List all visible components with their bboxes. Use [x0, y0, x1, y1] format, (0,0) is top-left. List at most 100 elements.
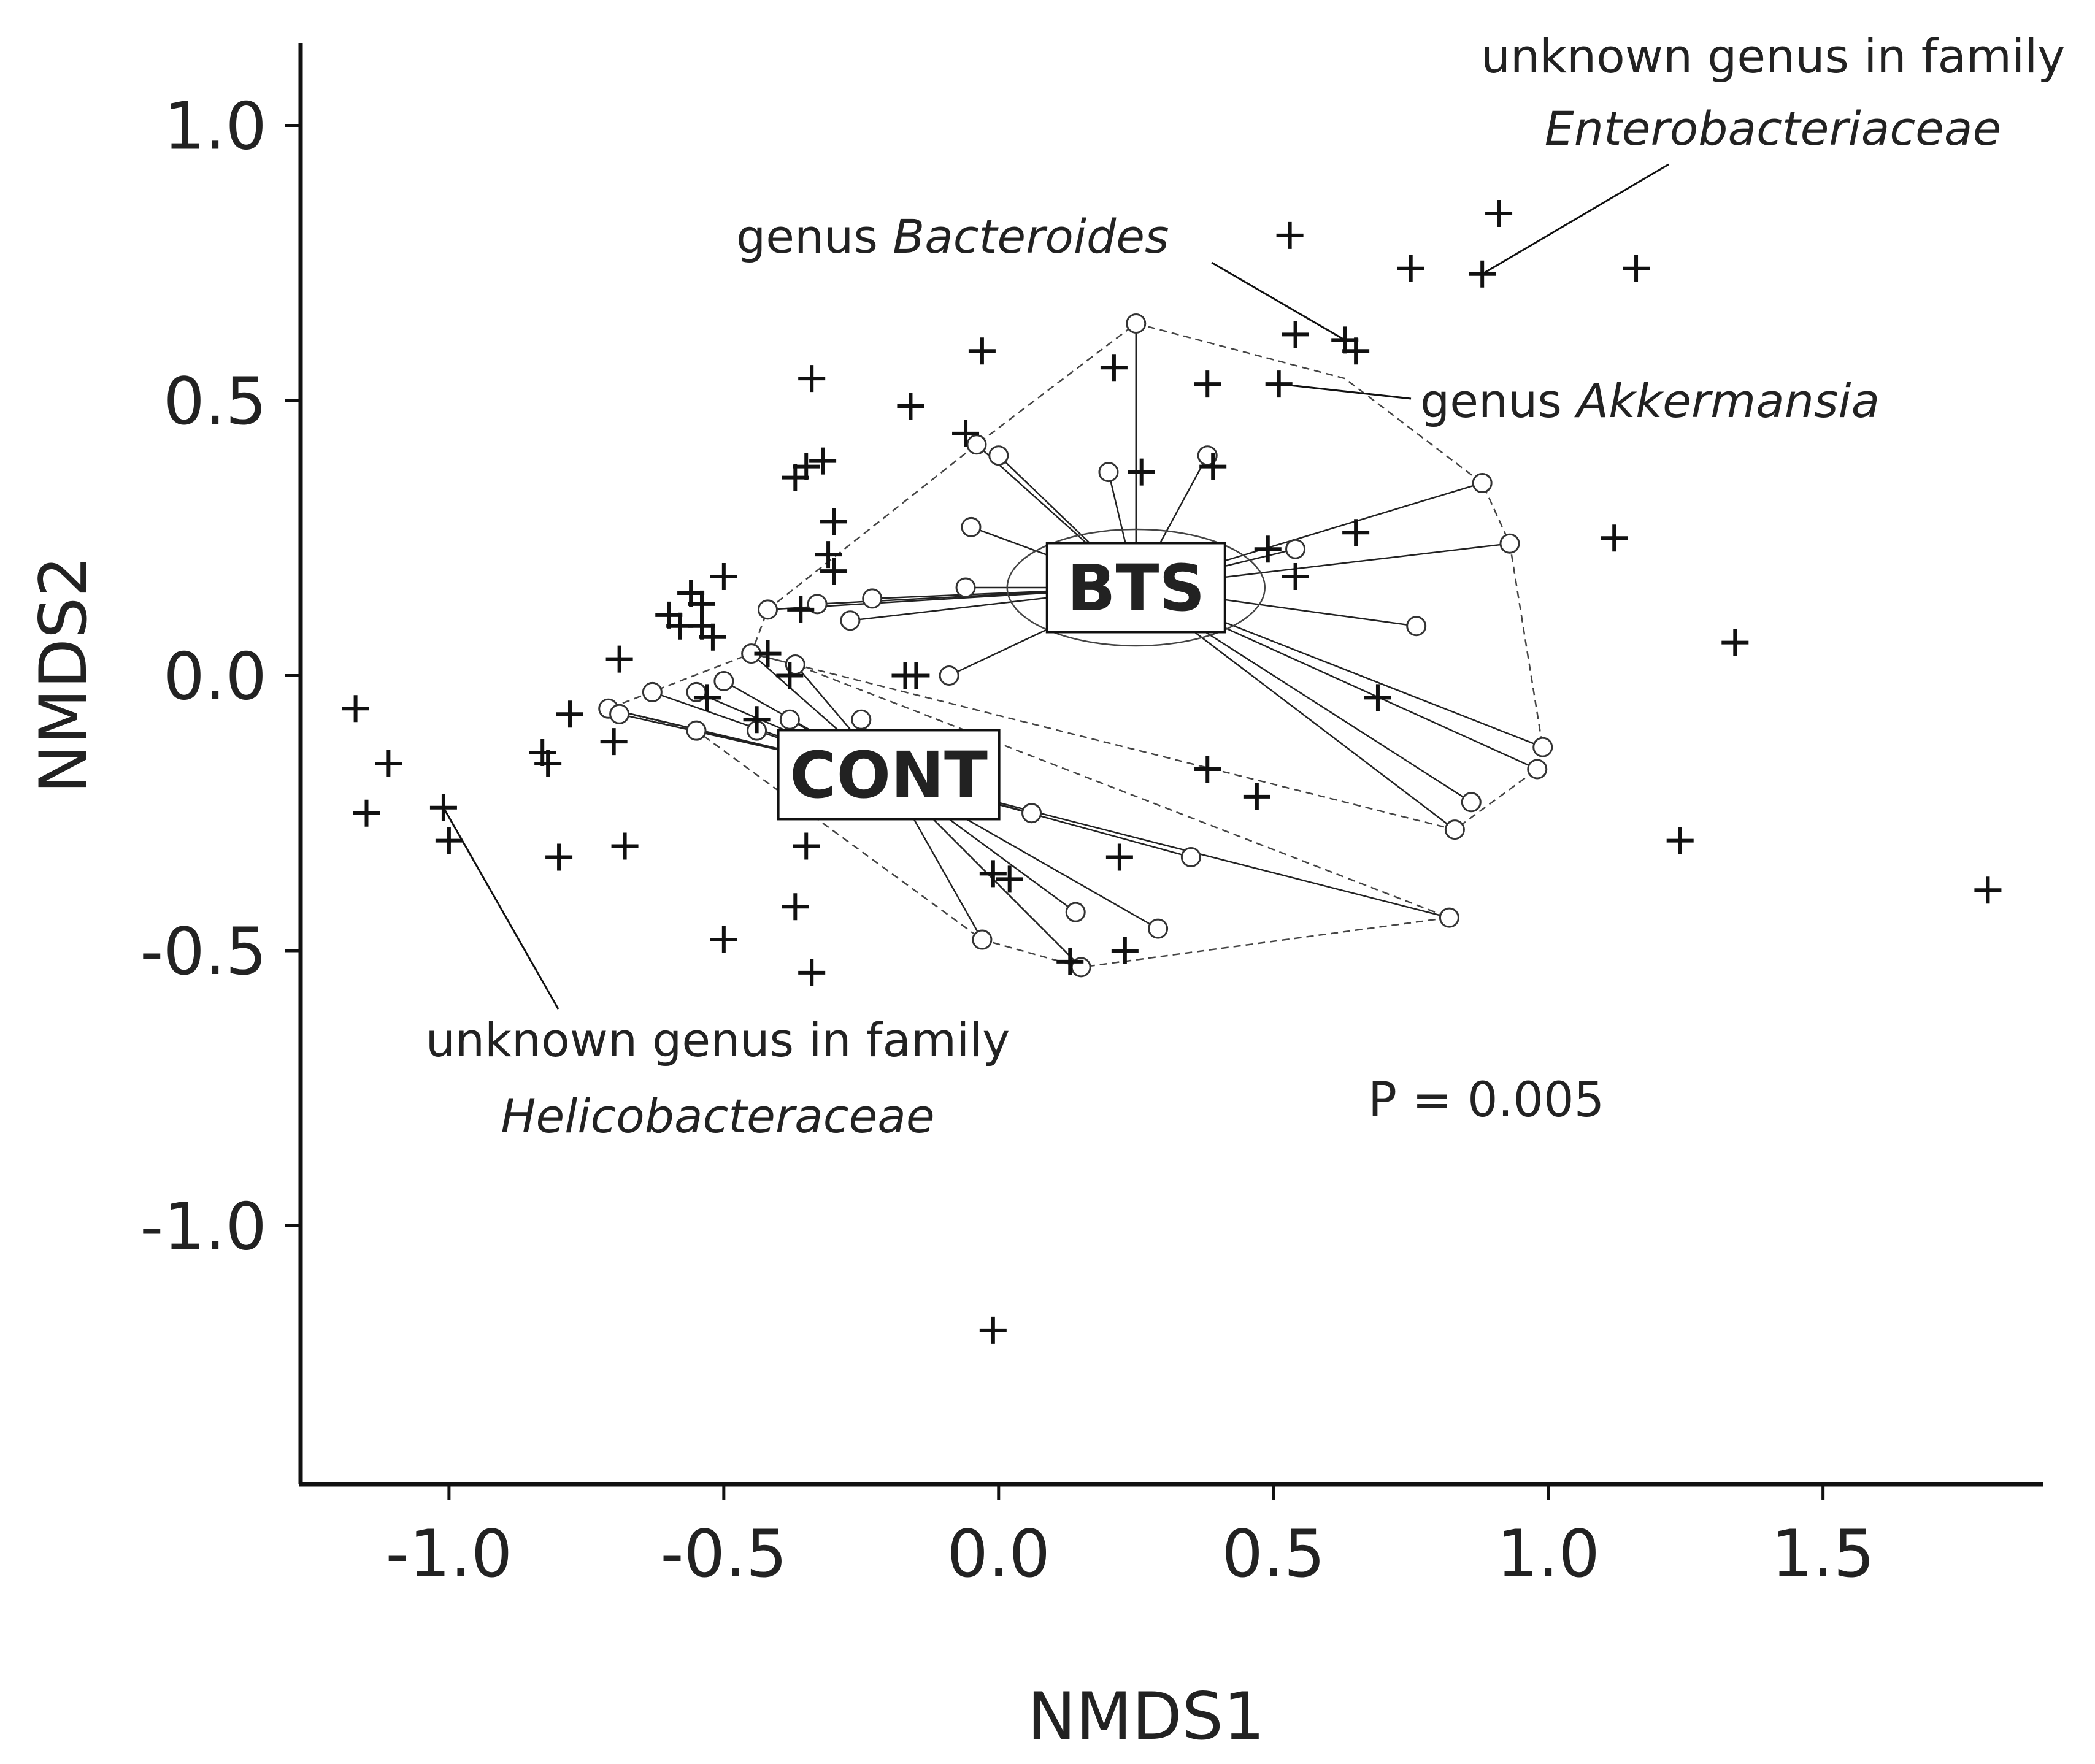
taxon-point [435, 827, 463, 854]
sample-point-bts [1444, 819, 1465, 840]
taxon-point [820, 508, 848, 535]
taxon-point [1199, 453, 1227, 480]
taxon-point [820, 558, 848, 585]
sample-point-cont [642, 681, 663, 702]
sample-point-bts [1532, 737, 1553, 757]
taxon-point [710, 563, 737, 591]
leader-line-akkermansia [1278, 383, 1412, 400]
taxon-point [1282, 563, 1309, 591]
taxon-point [968, 337, 996, 365]
sample-point-bts [1285, 539, 1306, 559]
sample-point-bts [1461, 792, 1482, 813]
taxon-point [605, 645, 633, 673]
taxon-point [1282, 321, 1309, 348]
taxon-point [743, 706, 771, 734]
taxon-point [798, 959, 826, 986]
taxon-point [902, 662, 930, 689]
sample-point-bts [988, 445, 1009, 466]
group-label-box-cont [777, 729, 1001, 821]
axes-layer: -1.0 -0.5 0.0 0.5 1.0 1.5 1.0 0.5 0.0 -0.5 -1.0 [140, 43, 2043, 1592]
taxon-point [600, 728, 628, 756]
x-tick-label: 1.5 [1771, 1516, 1875, 1592]
sample-point-bts [1126, 313, 1147, 334]
taxon-point [1623, 255, 1650, 282]
x-axis-title: NMDS1 [1027, 1679, 1264, 1754]
taxon-point [1469, 260, 1496, 288]
taxon-point [1364, 684, 1391, 711]
taxon-point [1100, 354, 1128, 382]
taxon-point [655, 601, 683, 629]
taxon-point [1342, 337, 1370, 365]
sample-point-cont [1439, 907, 1459, 928]
sample-point-bts [961, 516, 982, 537]
taxon-point [787, 596, 815, 623]
taxon-point [1397, 255, 1424, 282]
taxon-point [1111, 937, 1139, 964]
taxon-point [1105, 843, 1133, 871]
y-tick-label: 1.0 [163, 89, 267, 164]
taxon-point [952, 420, 980, 447]
sample-point-bts [1406, 616, 1427, 637]
taxon-point [677, 579, 705, 607]
annotation-bacteroides: genus Bacteroides [736, 209, 1169, 264]
hull-bts [750, 323, 1543, 830]
taxon-point [1243, 783, 1270, 810]
taxon-point [1601, 524, 1628, 552]
taxon-point [699, 623, 726, 651]
sample-point-bts [862, 588, 883, 609]
sample-point-cont [713, 670, 734, 691]
annotation-enterobacteriaceae-taxon: Enterobacteriaceae [1545, 101, 2001, 156]
taxon-point [353, 799, 380, 827]
samples-layer [598, 313, 1553, 978]
annotation-helicobacteraceae-taxon: Helicobacteraceae [501, 1089, 934, 1143]
taxon-point [996, 865, 1023, 893]
sample-point-bts [955, 577, 976, 598]
sample-point-bts [758, 599, 778, 620]
x-tick-label: -1.0 [385, 1516, 512, 1592]
y-tick-label: -0.5 [140, 914, 267, 989]
sample-point-cont [972, 929, 993, 950]
taxon-point [1128, 458, 1155, 486]
leader-line-helicobacteraceae [442, 807, 559, 1010]
sample-point-bts [1499, 533, 1520, 554]
annotation-enterobacteriaceae-line1: unknown genus in family [1481, 29, 2066, 83]
sample-point-cont [851, 709, 872, 730]
sample-point-cont [1148, 918, 1169, 939]
taxon-point [1265, 370, 1293, 398]
sample-point-cont [609, 704, 630, 724]
sample-point-cont [779, 709, 800, 730]
y-tick-label: 0.0 [163, 638, 267, 714]
taxon-point [1331, 326, 1359, 354]
y-axis-title: NMDS2 [26, 556, 101, 793]
taxon-point [798, 365, 826, 393]
taxon-point [782, 464, 809, 491]
taxon-point [979, 860, 1007, 888]
taxon-point [1276, 221, 1304, 249]
group-label-cont: CONT [790, 738, 988, 813]
taxon-point [1974, 876, 2002, 904]
taxon-point [342, 695, 369, 723]
sample-point-bts [1098, 462, 1119, 483]
taxon-point [556, 700, 583, 728]
group-labels-layer: BTS CONT [777, 542, 1226, 821]
confidence-ellipse-bts [1006, 528, 1266, 647]
sample-point-cont [686, 720, 707, 741]
sample-point-cont [1180, 846, 1201, 867]
annotations-layer: unknown genus in family Enterobacteriacea… [426, 29, 2066, 1143]
taxon-point [545, 843, 573, 871]
taxon-point [529, 739, 556, 767]
sample-point-bts [966, 434, 987, 455]
taxon-point [754, 640, 782, 667]
taxon-point [1056, 948, 1084, 975]
taxon-point [793, 453, 820, 480]
leader-line-bacteroides [1211, 261, 1345, 341]
taxon-point [611, 832, 639, 860]
taxon-point [710, 926, 737, 954]
sample-point-cont [1065, 902, 1086, 922]
taxon-point [688, 612, 716, 640]
y-tick-label: 0.5 [163, 364, 267, 439]
taxon-point [1194, 370, 1221, 398]
taxon-point [693, 684, 721, 711]
sample-point-bts [840, 610, 861, 631]
x-tick-label: 0.5 [1221, 1516, 1325, 1592]
